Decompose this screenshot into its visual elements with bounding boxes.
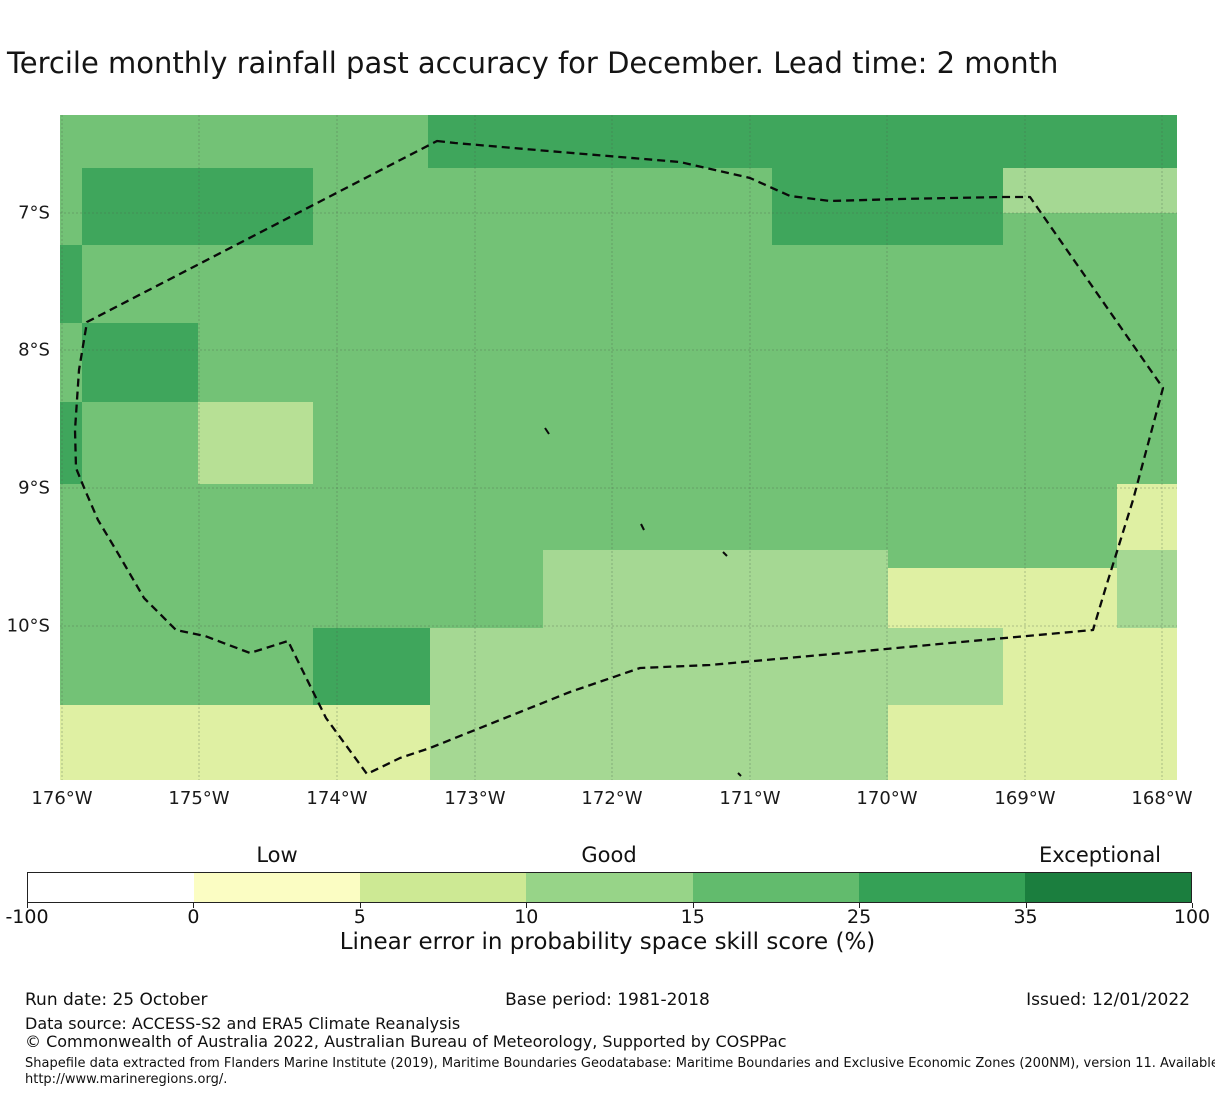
page-title: Tercile monthly rainfall past accuracy f… — [7, 46, 1059, 80]
colorbar-segment — [858, 873, 1025, 902]
colorbar-category-label: Low — [256, 843, 298, 867]
map-cell — [313, 628, 430, 705]
y-axis-tick-label: 10°S — [6, 615, 50, 637]
island-mark — [722, 551, 728, 557]
issued-date-text: Issued: 12/01/2022 — [1026, 990, 1190, 1010]
map-cell — [82, 323, 198, 402]
x-axis-tick-label: 168°W — [1131, 788, 1193, 809]
colorbar-segment — [28, 873, 195, 902]
colorbar-tick-label: 15 — [680, 906, 705, 928]
colorbar-segment — [360, 873, 527, 902]
x-axis-tick-label: 174°W — [306, 788, 368, 809]
colorbar-category-label: Exceptional — [1038, 843, 1162, 867]
colorbar-tick-label: 0 — [187, 906, 200, 928]
run-date-text: Run date: 25 October — [25, 990, 208, 1010]
data-source-text: Data source: ACCESS-S2 and ERA5 Climate … — [25, 1014, 461, 1033]
map-cell — [1117, 484, 1177, 550]
colorbar-tick-label: 25 — [847, 906, 872, 928]
x-axis-tick-label: 169°W — [994, 788, 1056, 809]
x-axis-tick-label: 175°W — [168, 788, 230, 809]
map-cell — [888, 705, 1003, 780]
colorbar-tick-label: 100 — [1173, 906, 1211, 928]
x-axis-tick-label: 170°W — [856, 788, 918, 809]
map-cell — [888, 568, 1117, 628]
colorbar-tick-mark — [692, 903, 694, 908]
map-cell — [1003, 168, 1177, 213]
island-mark — [544, 427, 550, 435]
copyright-text: © Commonwealth of Australia 2022, Austra… — [25, 1032, 787, 1051]
map-cell — [772, 168, 1003, 245]
colorbar-tick-label: -100 — [5, 906, 49, 928]
colorbar-tick-mark — [359, 903, 361, 908]
colorbar-tick-mark — [859, 903, 861, 908]
shapefile-attribution-line1: Shapefile data extracted from Flanders M… — [25, 1056, 1215, 1071]
map-cell — [198, 402, 313, 484]
map-cell — [1117, 550, 1177, 628]
x-axis-tick-label: 172°W — [581, 788, 643, 809]
colorbar-tick-mark — [1025, 903, 1027, 908]
map-cell — [430, 628, 888, 780]
map-cell — [888, 628, 1003, 705]
y-axis-tick-label: 8°S — [18, 339, 50, 361]
map-cell — [1003, 628, 1177, 780]
colorbar-segment — [194, 873, 361, 902]
map-cell — [60, 705, 430, 780]
x-axis-tick-label: 173°W — [444, 788, 506, 809]
rainfall-accuracy-map — [60, 115, 1177, 780]
y-axis-tick-label: 7°S — [18, 202, 50, 224]
colorbar — [27, 872, 1192, 903]
colorbar-segment — [1024, 873, 1191, 902]
map-cell — [82, 168, 313, 245]
map-cell — [428, 115, 1177, 168]
colorbar-tick-mark — [526, 903, 528, 908]
y-axis-tick-label: 9°S — [18, 477, 50, 499]
colorbar-tick-mark — [1192, 903, 1193, 908]
colorbar-axis-label: Linear error in probability space skill … — [339, 929, 876, 955]
colorbar-category-label: Good — [581, 843, 637, 867]
colorbar-segment — [526, 873, 693, 902]
map-cell — [60, 245, 82, 323]
island-mark — [737, 772, 742, 777]
colorbar-tick-label: 35 — [1013, 906, 1038, 928]
colorbar-segment — [692, 873, 859, 902]
colorbar-tick-label: 10 — [514, 906, 539, 928]
map-cell — [543, 550, 888, 628]
base-period-text: Base period: 1981-2018 — [505, 990, 710, 1010]
x-axis-tick-label: 171°W — [719, 788, 781, 809]
colorbar-tick-label: 5 — [353, 906, 366, 928]
colorbar-tick-mark — [27, 903, 28, 908]
island-mark — [640, 523, 645, 531]
colorbar-tick-mark — [193, 903, 195, 908]
x-axis-tick-label: 176°W — [31, 788, 93, 809]
eez-boundary — [73, 139, 1165, 776]
shapefile-attribution-line2: http://www.marineregions.org/. — [25, 1072, 228, 1087]
